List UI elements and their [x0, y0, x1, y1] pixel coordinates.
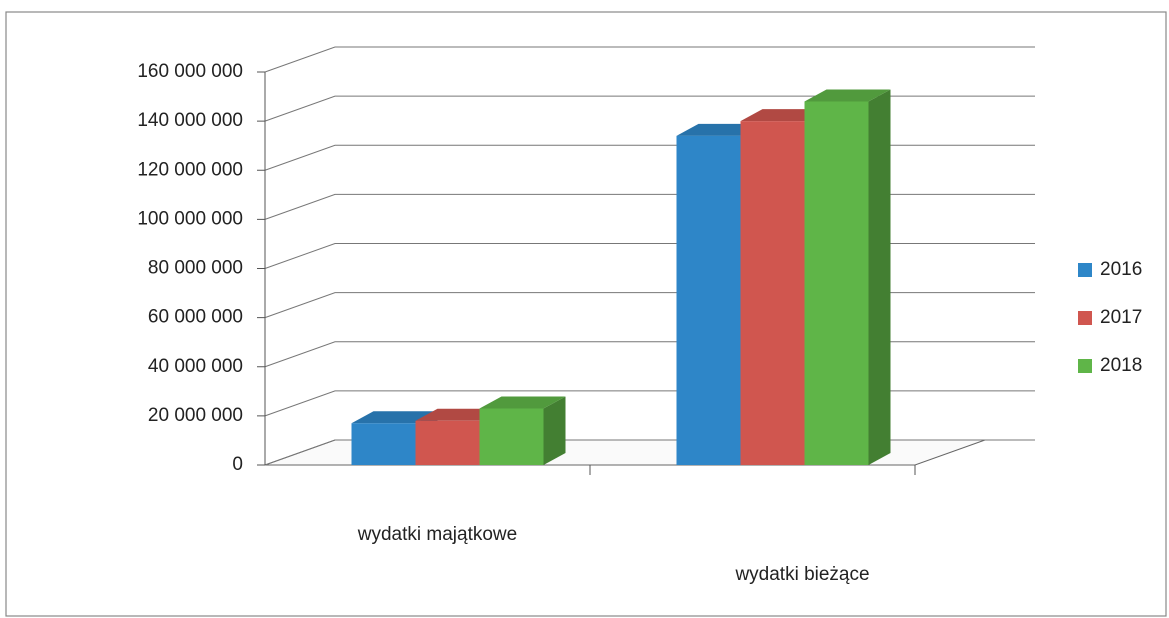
y-tick-label: 40 000 000	[148, 356, 243, 377]
y-tick-label: 160 000 000	[137, 61, 243, 82]
bar	[415, 420, 480, 465]
bar	[804, 101, 869, 465]
legend-swatch	[1078, 263, 1092, 277]
legend-label: 2016	[1100, 259, 1142, 280]
bar-side	[868, 89, 891, 465]
grid-line	[264, 193, 1035, 220]
y-tick-label: 60 000 000	[148, 307, 243, 328]
grid-line	[264, 292, 1035, 319]
grid-line	[264, 243, 1035, 269]
y-tick-label: 100 000 000	[137, 208, 243, 229]
bar	[740, 121, 805, 465]
legend-label: 2018	[1100, 355, 1142, 376]
y-tick-label: 120 000 000	[137, 159, 243, 180]
legend-label: 2017	[1100, 307, 1142, 328]
y-tick-label: 20 000 000	[148, 405, 243, 426]
bar	[479, 408, 544, 465]
y-tick-label: 80 000 000	[148, 258, 243, 279]
x-tick-label: wydatki majątkowe	[357, 524, 517, 545]
bar	[676, 135, 741, 466]
bar-side	[543, 396, 566, 465]
bar-top	[479, 396, 566, 409]
legend-swatch	[1078, 359, 1092, 373]
y-tick-label: 0	[232, 454, 243, 475]
bar	[351, 423, 416, 465]
grid-line	[264, 95, 1035, 122]
bar-top	[351, 411, 438, 424]
grid-line	[264, 144, 1035, 171]
frame	[5, 11, 1167, 617]
legend-swatch	[1078, 311, 1092, 325]
y-tick-label: 140 000 000	[137, 110, 243, 131]
x-tick-label: wydatki bieżące	[734, 564, 869, 585]
bar-top	[804, 89, 891, 102]
grid-line	[264, 46, 1035, 73]
grid-line	[264, 341, 1035, 368]
